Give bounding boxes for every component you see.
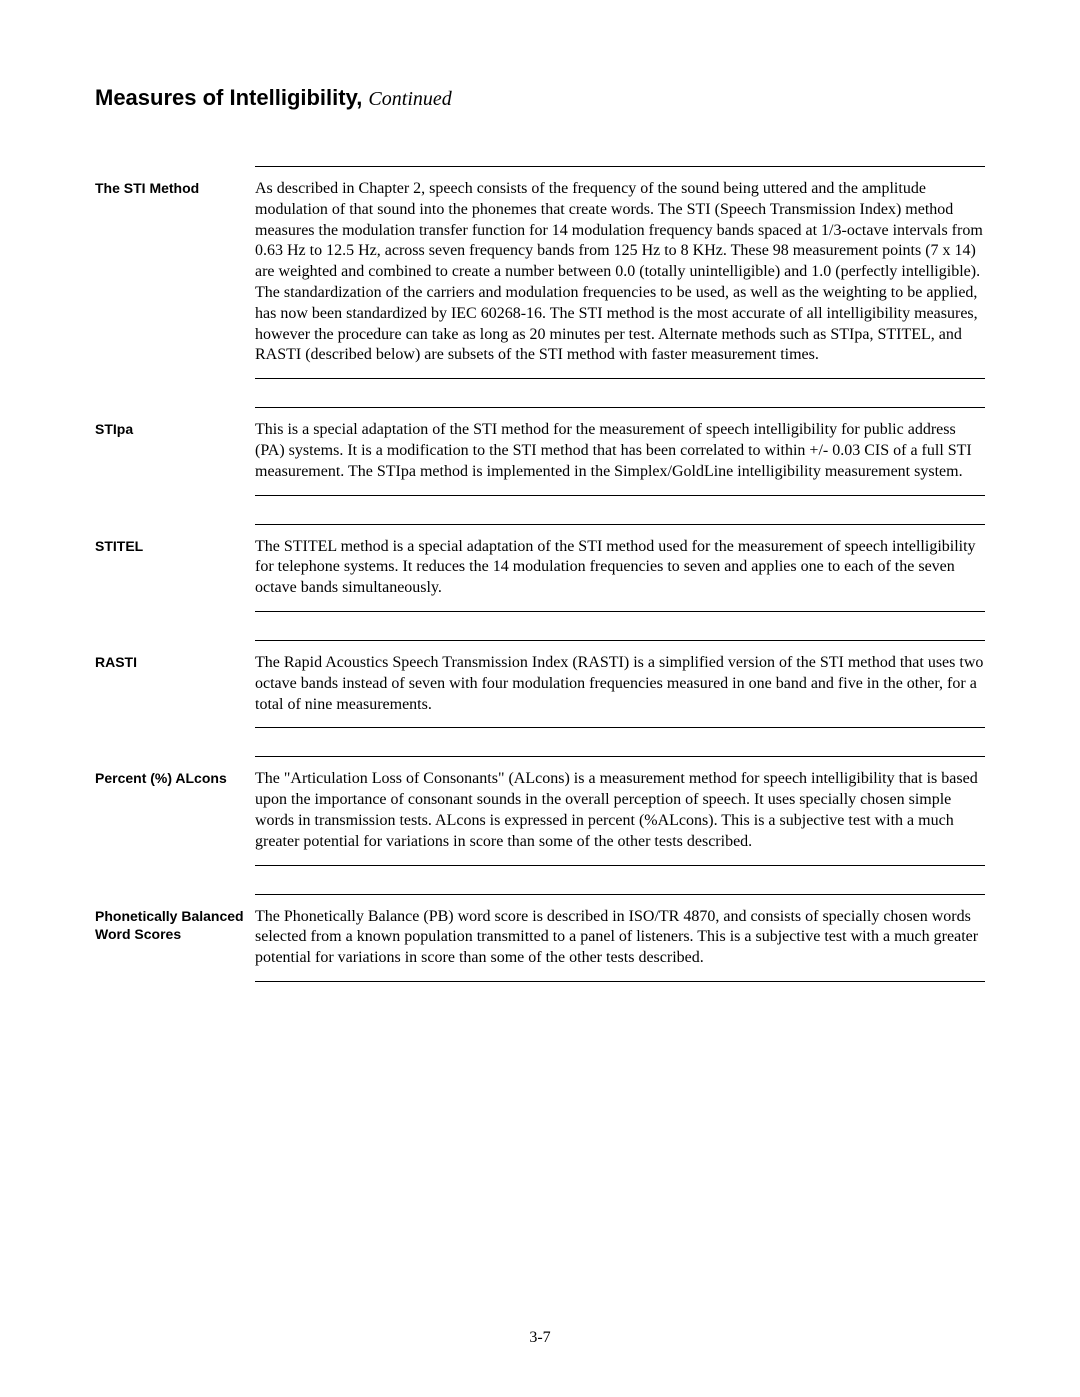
section-body-wrap: This is a special adaptation of the STI … (255, 407, 985, 495)
section-rule (255, 640, 985, 641)
section-label: STITEL (95, 524, 255, 612)
section-stitel: STITEL The STITEL method is a special ad… (95, 524, 985, 612)
section-body: The "Articulation Loss of Consonants" (A… (255, 769, 985, 852)
section-body: The Rapid Acoustics Speech Transmission … (255, 653, 985, 715)
section-label: RASTI (95, 640, 255, 728)
page-number: 3-7 (0, 1329, 1080, 1347)
section-body: The Phonetically Balance (PB) word score… (255, 907, 985, 969)
page-title-continued: Continued (368, 88, 451, 110)
section-rule (255, 894, 985, 895)
section-rasti: RASTI The Rapid Acoustics Speech Transmi… (95, 640, 985, 728)
section-rule (255, 865, 985, 866)
spacer (95, 866, 985, 894)
section-rule (255, 727, 985, 728)
section-rule (255, 611, 985, 612)
section-body-wrap: The "Articulation Loss of Consonants" (A… (255, 756, 985, 865)
section-rule (255, 407, 985, 408)
page-title-main: Measures of Intelligibility, (95, 85, 368, 110)
section-stipa: STIpa This is a special adaptation of th… (95, 407, 985, 495)
section-rule (255, 495, 985, 496)
section-rule (255, 981, 985, 982)
section-label: STIpa (95, 407, 255, 495)
section-body-wrap: The Rapid Acoustics Speech Transmission … (255, 640, 985, 728)
section-rule (255, 756, 985, 757)
section-rule (255, 166, 985, 167)
spacer (95, 496, 985, 524)
section-body: The STITEL method is a special adaptatio… (255, 537, 985, 599)
section-label: Percent (%) ALcons (95, 756, 255, 865)
section-body-wrap: The STITEL method is a special adaptatio… (255, 524, 985, 612)
page-title: Measures of Intelligibility, Continued (95, 85, 985, 111)
spacer (95, 612, 985, 640)
section-label: The STI Method (95, 166, 255, 379)
spacer (95, 728, 985, 756)
section-label: Phonetically Balanced Word Scores (95, 894, 255, 982)
section-pb-scores: Phonetically Balanced Word Scores The Ph… (95, 894, 985, 982)
section-body-wrap: The Phonetically Balance (PB) word score… (255, 894, 985, 982)
section-body: As described in Chapter 2, speech consis… (255, 179, 985, 366)
section-body-wrap: As described in Chapter 2, speech consis… (255, 166, 985, 379)
spacer (95, 379, 985, 407)
section-alcons: Percent (%) ALcons The "Articulation Los… (95, 756, 985, 865)
section-rule (255, 524, 985, 525)
content-area: The STI Method As described in Chapter 2… (95, 166, 985, 982)
section-body: This is a special adaptation of the STI … (255, 420, 985, 482)
section-rule (255, 378, 985, 379)
section-sti-method: The STI Method As described in Chapter 2… (95, 166, 985, 379)
